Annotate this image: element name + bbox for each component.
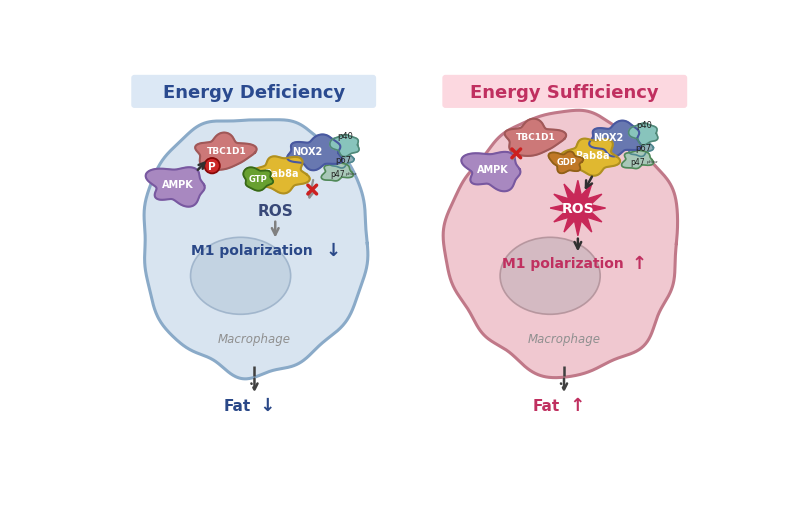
Circle shape	[205, 159, 220, 174]
Text: $^{phox}$: $^{phox}$	[646, 158, 658, 165]
Polygon shape	[250, 157, 310, 194]
Text: p40: p40	[636, 120, 652, 129]
Text: Fat: Fat	[533, 398, 560, 413]
Text: p40: p40	[338, 132, 354, 141]
Text: Rab8a: Rab8a	[264, 168, 298, 178]
Polygon shape	[560, 139, 620, 176]
Polygon shape	[195, 133, 257, 171]
Text: ↑: ↑	[632, 255, 647, 273]
Polygon shape	[243, 168, 273, 191]
Polygon shape	[505, 120, 566, 157]
Text: ↑: ↑	[564, 397, 586, 414]
Polygon shape	[322, 163, 354, 182]
Text: p67: p67	[635, 144, 651, 153]
Text: Macrophage: Macrophage	[218, 333, 291, 346]
Text: ROS: ROS	[562, 202, 594, 216]
Text: $^{phox}$: $^{phox}$	[346, 171, 358, 178]
Text: NOX2: NOX2	[593, 133, 623, 143]
Polygon shape	[629, 124, 658, 146]
Ellipse shape	[190, 238, 290, 315]
Polygon shape	[589, 121, 641, 157]
Text: ROS: ROS	[258, 204, 293, 218]
Polygon shape	[326, 149, 354, 168]
Text: GDP: GDP	[556, 157, 576, 166]
FancyBboxPatch shape	[442, 76, 687, 109]
Text: ↓: ↓	[254, 397, 276, 414]
Polygon shape	[625, 137, 654, 157]
Text: Rab8a: Rab8a	[575, 151, 610, 161]
Text: M1 polarization: M1 polarization	[191, 243, 313, 257]
Text: TBC1D1: TBC1D1	[207, 147, 246, 155]
Text: p67: p67	[336, 156, 352, 165]
Text: Energy Sufficiency: Energy Sufficiency	[470, 83, 659, 102]
Polygon shape	[549, 152, 583, 174]
Text: Energy Deficiency: Energy Deficiency	[162, 83, 345, 102]
Polygon shape	[144, 121, 368, 379]
Ellipse shape	[500, 238, 600, 315]
Text: P: P	[208, 161, 216, 172]
Text: ↓: ↓	[326, 241, 341, 259]
Text: NOX2: NOX2	[292, 147, 322, 157]
FancyBboxPatch shape	[131, 76, 376, 109]
Text: Macrophage: Macrophage	[527, 333, 601, 346]
Text: AMPK: AMPK	[162, 180, 194, 190]
Polygon shape	[550, 181, 606, 236]
Polygon shape	[146, 168, 205, 207]
Text: p47: p47	[630, 157, 646, 166]
Text: Fat: Fat	[223, 398, 250, 413]
Text: M1 polarization: M1 polarization	[502, 257, 623, 271]
Polygon shape	[622, 151, 654, 169]
Polygon shape	[330, 135, 359, 157]
Text: TBC1D1: TBC1D1	[516, 133, 555, 142]
Text: AMPK: AMPK	[478, 164, 509, 175]
Polygon shape	[462, 153, 521, 192]
Text: GTP: GTP	[248, 174, 267, 183]
Polygon shape	[287, 135, 342, 171]
Polygon shape	[443, 111, 678, 378]
Text: p47: p47	[330, 169, 345, 179]
